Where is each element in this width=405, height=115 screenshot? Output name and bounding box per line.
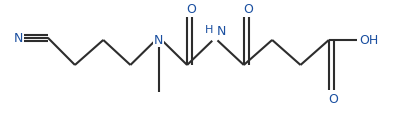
Text: O: O <box>186 3 196 16</box>
Text: H: H <box>205 25 213 35</box>
Text: O: O <box>243 3 253 16</box>
Text: N: N <box>14 32 23 45</box>
Text: O: O <box>328 92 338 105</box>
Text: N: N <box>154 34 164 47</box>
Text: OH: OH <box>359 34 379 47</box>
Text: N: N <box>216 24 226 37</box>
